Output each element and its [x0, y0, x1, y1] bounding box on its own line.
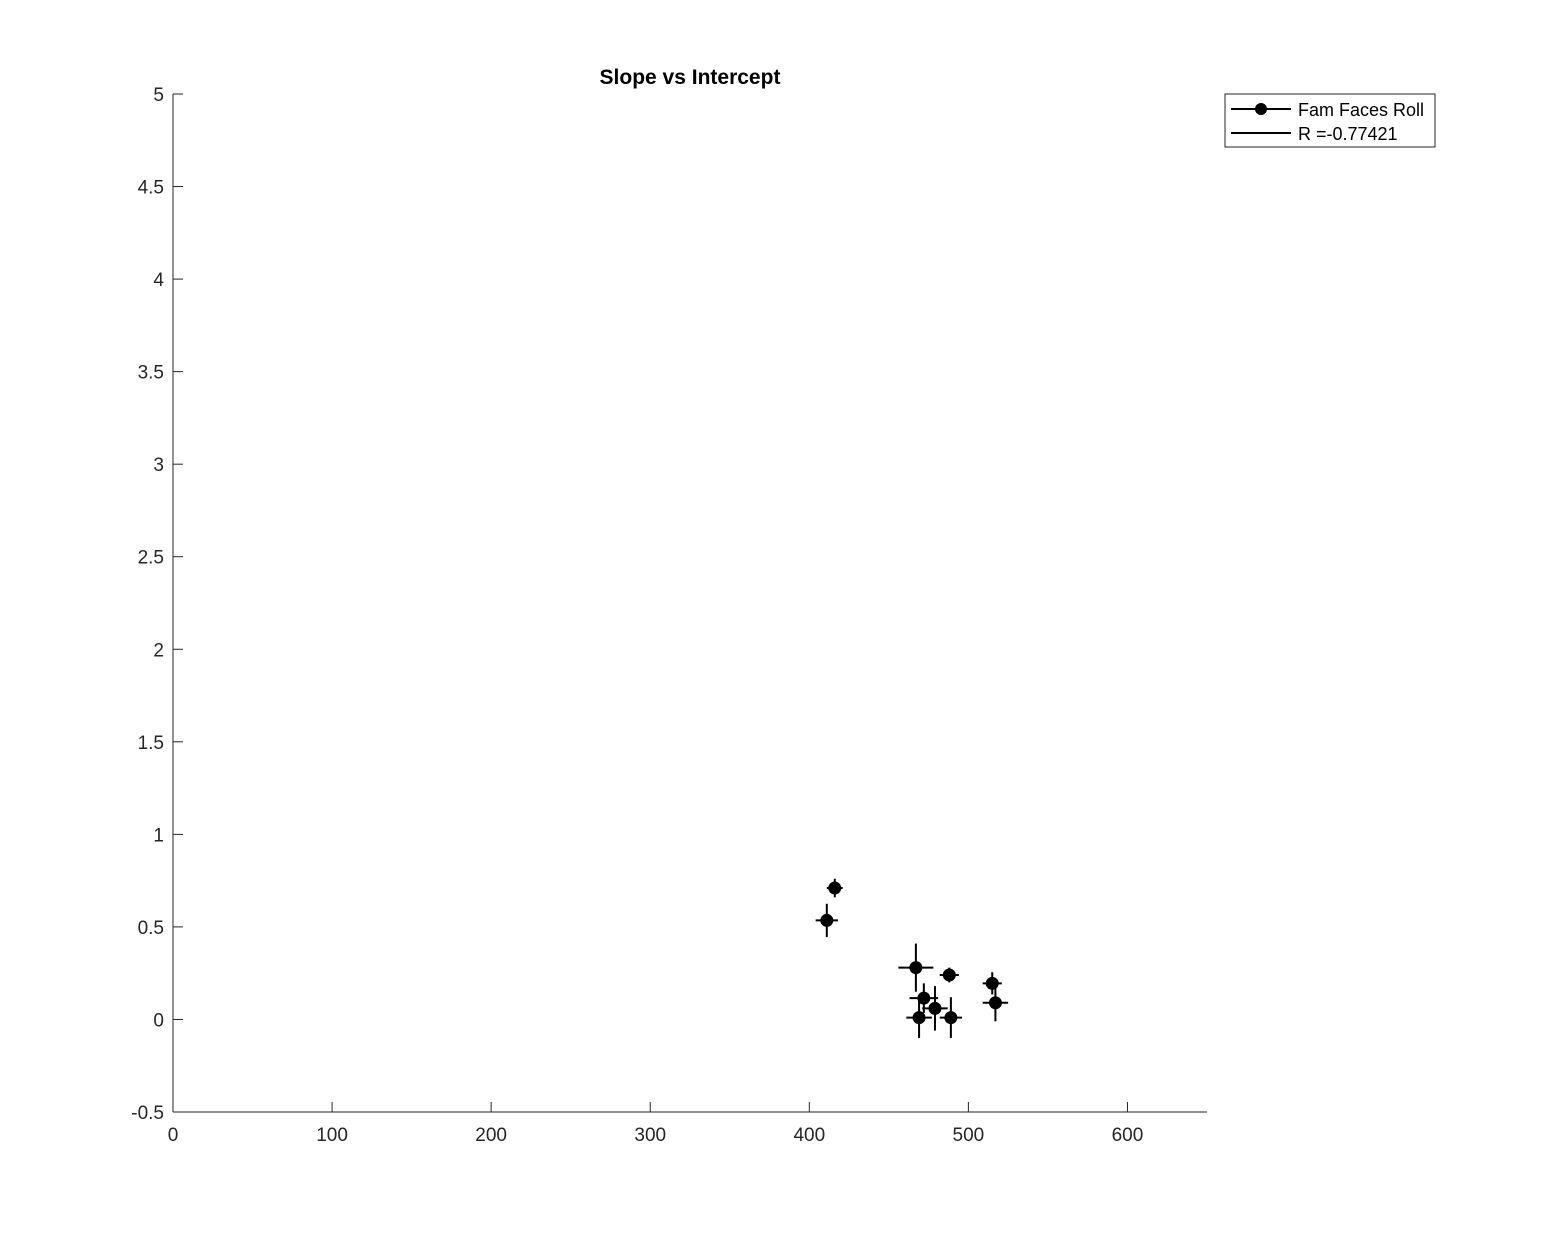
axes: [172, 94, 1207, 1113]
y-tick-label: 2.5: [138, 548, 164, 569]
x-tick-label: 600: [1112, 1125, 1144, 1146]
x-tick-label: 500: [953, 1125, 985, 1146]
x-tick-label: 0: [168, 1125, 179, 1146]
legend-label-1: Fam Faces Roll: [1298, 100, 1424, 120]
data-point: [982, 972, 1002, 995]
point-marker: [828, 881, 842, 895]
point-marker: [988, 996, 1002, 1010]
data-point: [982, 984, 1009, 1022]
y-tick-label: 1.5: [138, 733, 164, 754]
y-tick-label: 4: [153, 270, 164, 291]
x-tick-label: 400: [793, 1125, 825, 1146]
y-tick-label: 4.5: [138, 178, 164, 199]
data-point: [922, 986, 948, 1031]
data-point: [939, 997, 963, 1038]
data-point: [906, 997, 932, 1038]
x-tick-label: 200: [475, 1125, 507, 1146]
y-tick-label: 3.5: [138, 363, 164, 384]
point-marker: [820, 913, 834, 927]
point-marker: [909, 961, 923, 975]
y-tick-label: -0.5: [131, 1103, 164, 1124]
point-marker: [912, 1011, 926, 1025]
y-tick-label: 1: [153, 825, 164, 846]
x-tick-label: 300: [634, 1125, 666, 1146]
y-tick-label: 5: [153, 85, 164, 106]
y-tick-label: 3: [153, 455, 164, 476]
point-marker: [917, 991, 931, 1005]
point-marker: [928, 1001, 942, 1015]
data-point: [939, 967, 959, 983]
point-marker: [944, 1011, 958, 1025]
data-point: [826, 878, 843, 898]
point-marker: [985, 976, 999, 990]
data-point: [898, 943, 934, 992]
legend: Fam Faces Roll R =-0.77421: [1224, 93, 1436, 148]
legend-label-2: R =-0.77421: [1298, 124, 1398, 144]
x-tick-label: 100: [316, 1125, 348, 1146]
legend-box: [1224, 93, 1436, 148]
y-tick-label: 0: [153, 1010, 164, 1031]
data-point: [815, 903, 838, 938]
ticks: 0 100 200 300 400 500 600-0.500.511.522.533.54…: [131, 85, 1143, 1146]
point-marker: [942, 968, 956, 982]
chart-title: Slope vs Intercept: [600, 66, 781, 89]
plot-area: [815, 878, 1009, 1038]
y-tick-label: 0.5: [138, 918, 164, 939]
y-tick-label: 2: [153, 640, 164, 661]
legend-marker-1: [1255, 103, 1267, 115]
